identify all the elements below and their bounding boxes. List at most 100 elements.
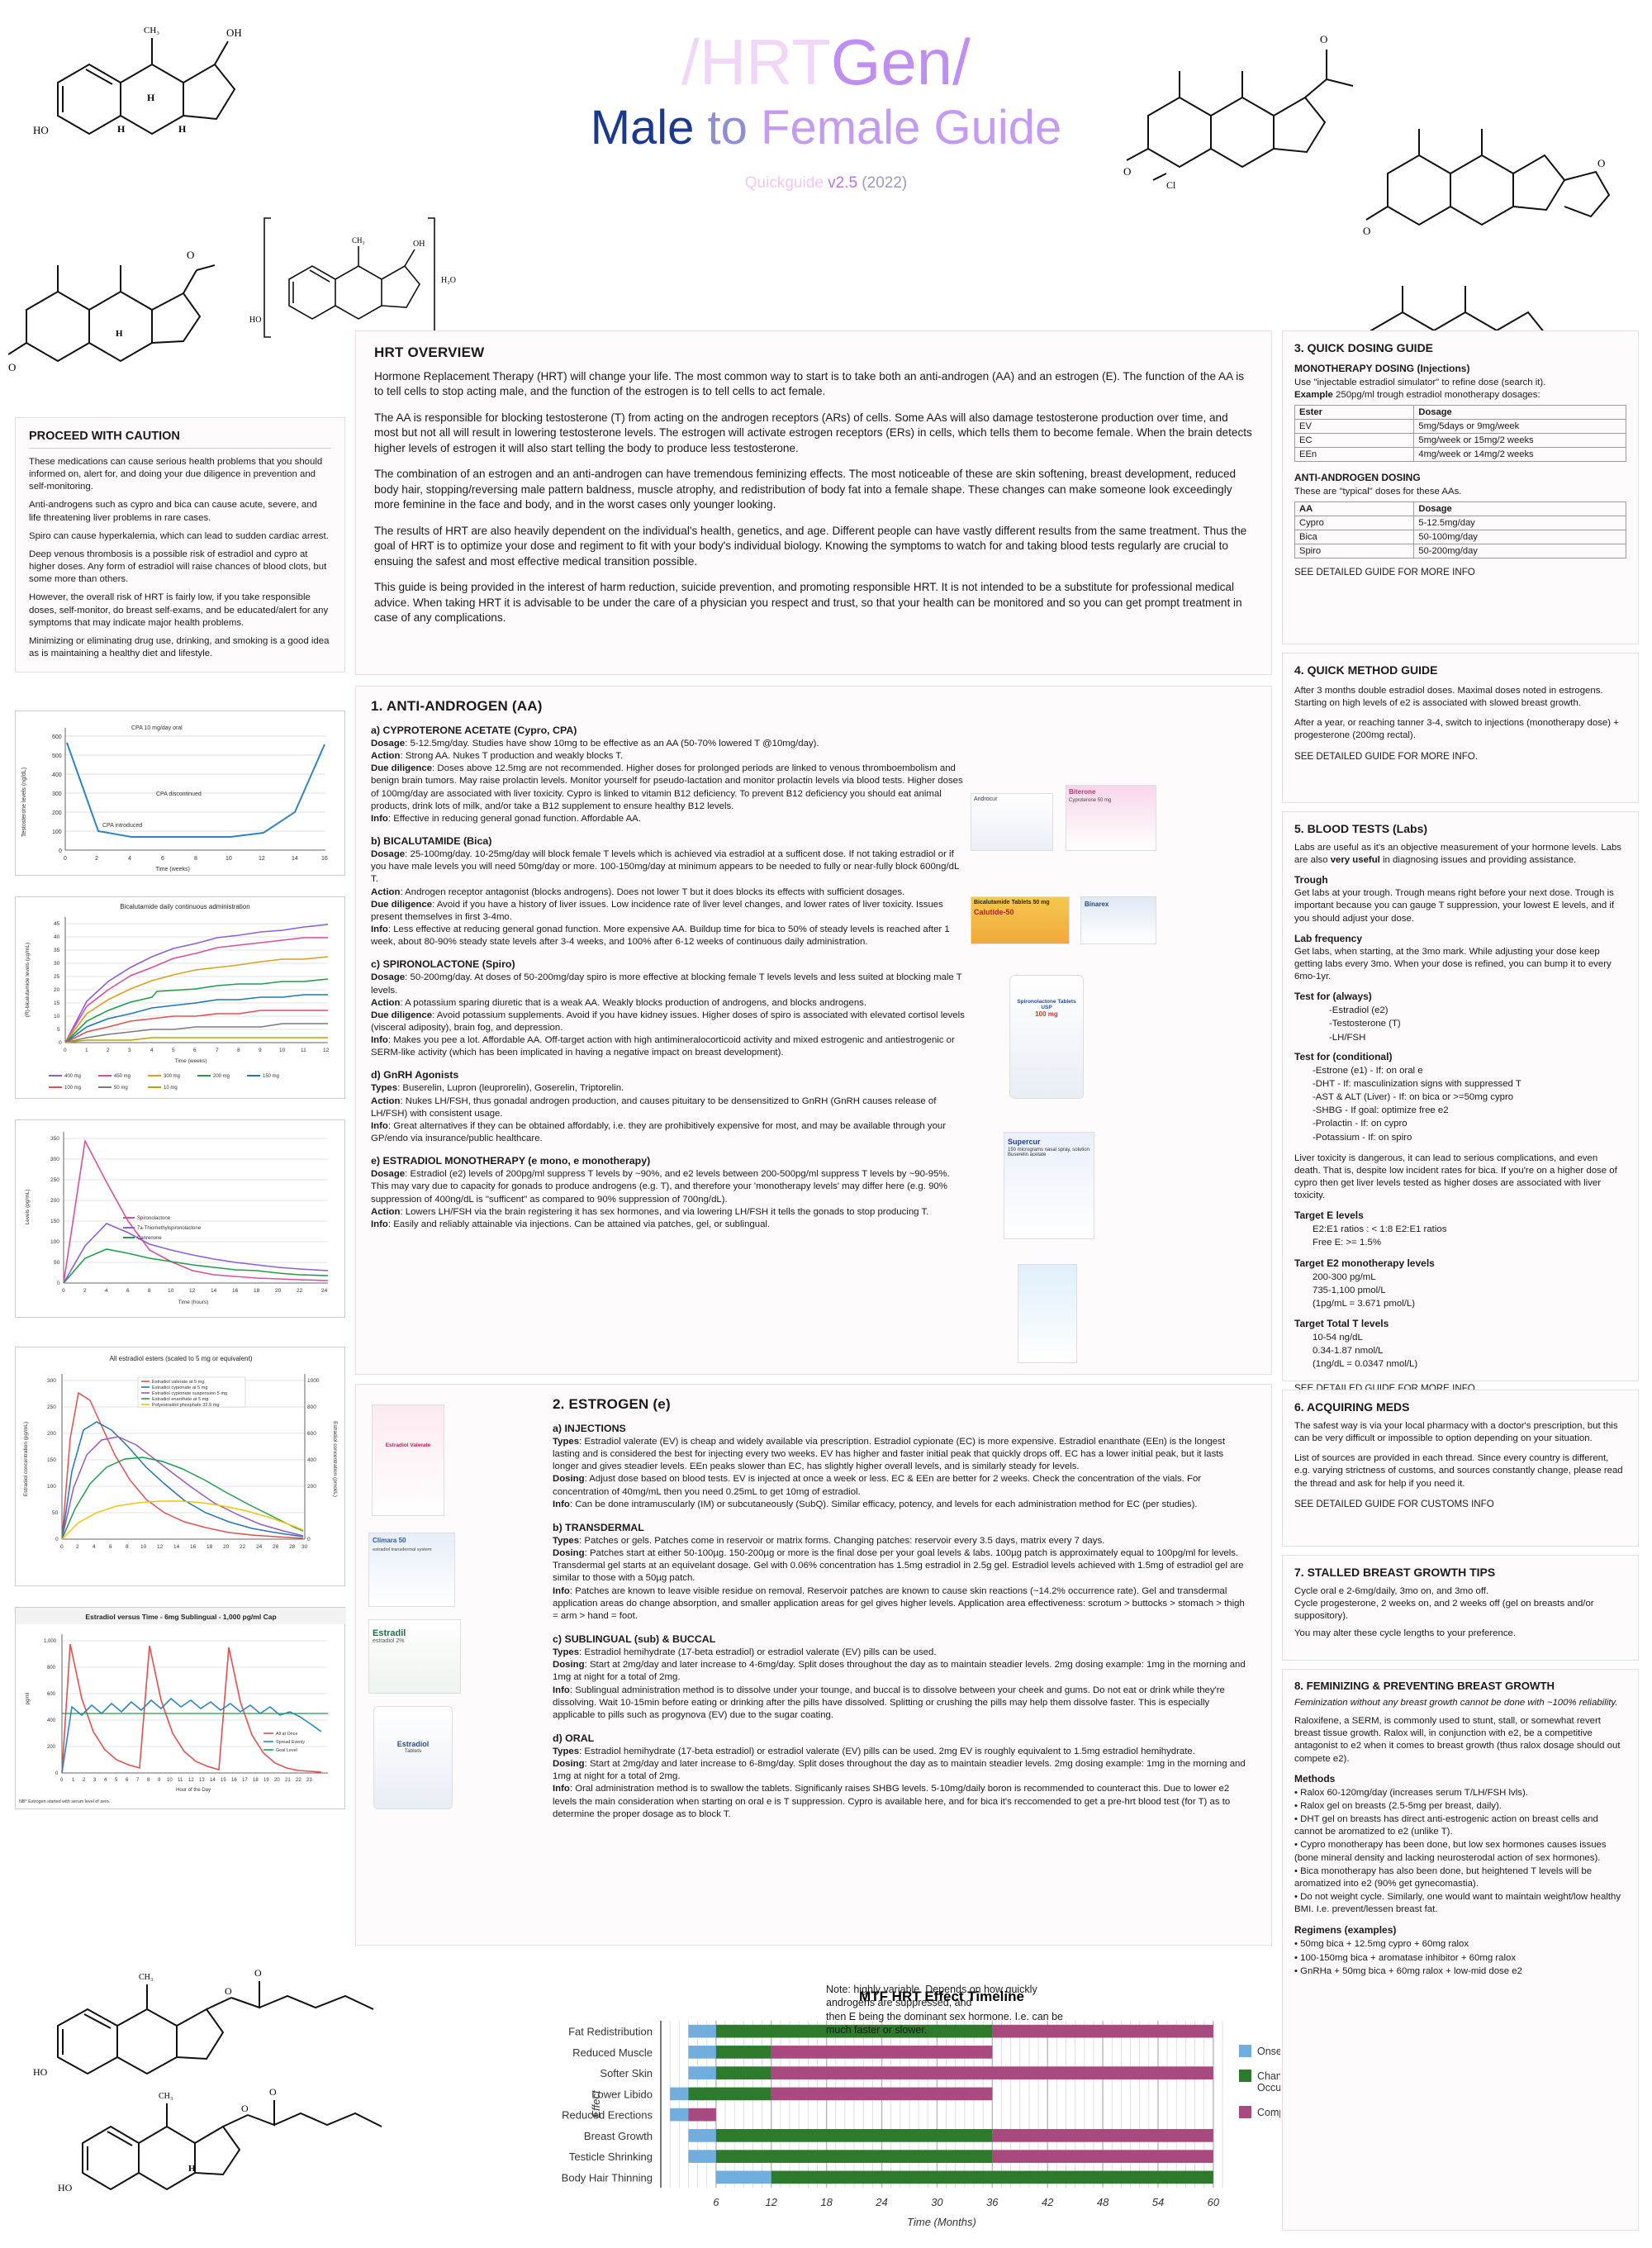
svg-text:HO: HO — [33, 2066, 48, 2078]
svg-text:5: 5 — [172, 1048, 175, 1053]
svg-text:Lower Libido: Lower Libido — [591, 2088, 653, 2100]
svg-text:4: 4 — [150, 1048, 154, 1053]
version-line: Quickguide v2.5 (2022) — [496, 174, 1156, 192]
svg-text:10: 10 — [167, 1778, 173, 1783]
aa-item-cypro-head: a) CYPROTERONE ACETATE (Cypro, CPA) — [371, 725, 577, 736]
svg-text:18: 18 — [253, 1778, 259, 1783]
anti-androgen-panel: 1. ANTI-ANDROGEN (AA) a) CYPROTERONE ACE… — [355, 686, 1272, 1375]
kw: Info — [553, 1784, 570, 1794]
svg-text:600: 600 — [47, 1692, 56, 1697]
svg-text:NB* Estrogen started with seru: NB* Estrogen started with serum level of… — [19, 1799, 110, 1804]
med-image-estradiol-tablets: Estradiol Tablets — [373, 1706, 453, 1809]
overview-p5: This guide is being provided in the inte… — [374, 581, 1242, 625]
cell-dose: 5mg/5days or 9mg/week — [1413, 419, 1626, 435]
svg-text:Time (Months): Time (Months) — [907, 2216, 976, 2228]
svg-text:8: 8 — [237, 1048, 240, 1053]
svg-text:17: 17 — [242, 1778, 248, 1783]
svg-text:8: 8 — [194, 856, 197, 862]
svg-text:200: 200 — [52, 810, 62, 816]
svg-text:24: 24 — [256, 1544, 263, 1550]
s8-title: 8. FEMINIZING & PREVENTING BREAST GROWTH — [1294, 1680, 1555, 1692]
s4-see-more[interactable]: SEE DETAILED GUIDE FOR MORE INFO. — [1294, 750, 1479, 762]
svg-text:Time (weeks): Time (weeks) — [175, 1058, 207, 1064]
svg-text:50 mg: 50 mg — [114, 1086, 128, 1091]
list-item: -Prolactin - If: on cypro — [1313, 1119, 1408, 1129]
s5-target-t-head: Target Total T levels — [1294, 1318, 1389, 1330]
svg-text:Completion Time: Completion Time — [1257, 2107, 1280, 2118]
svg-text:150: 150 — [50, 1219, 59, 1224]
svg-text:35: 35 — [54, 948, 60, 953]
e-td-dosing: Dosing: Patches start at either 50-100µg… — [553, 1547, 1246, 1585]
med-label-androcur: Androcur — [974, 796, 998, 802]
svg-text:0: 0 — [62, 1288, 65, 1294]
aa-emono-dosage: Dosage: Estradiol (e2) levels of 200pg/m… — [371, 1168, 966, 1205]
aa-item-spiro: c) SPIRONOLACTONE (Spiro) Dosage: 50-200… — [371, 958, 966, 1059]
svg-text:450 mg: 450 mg — [114, 1074, 131, 1079]
cell-ester: EC — [1294, 433, 1415, 449]
s6-see-more[interactable]: SEE DETAILED GUIDE FOR CUSTOMS INFO — [1294, 1498, 1494, 1509]
svg-text:CPA discontinued: CPA discontinued — [156, 791, 202, 797]
s3-see-more[interactable]: SEE DETAILED GUIDE FOR MORE INFO — [1294, 567, 1475, 578]
val: : Estradiol hemihydrate (17-beta estradi… — [579, 1647, 937, 1658]
aa-bica-action: Action: Androgen receptor antagonist (bl… — [371, 886, 966, 899]
kw: Action — [371, 886, 401, 897]
kw: Due diligence — [371, 763, 433, 774]
svg-text:Spread Evenly: Spread Evenly — [276, 1740, 305, 1745]
svg-text:54: 54 — [1152, 2196, 1164, 2208]
version-number: v2.5 — [828, 173, 858, 192]
svg-text:O: O — [241, 2103, 249, 2114]
s8-methods-list: • Ralox 60-120mg/day (increases serum T/… — [1294, 1787, 1626, 1917]
svg-text:H: H — [117, 123, 126, 135]
table-row: Spiro 50-200mg/day — [1294, 544, 1626, 559]
svg-text:200 mg: 200 mg — [213, 1074, 230, 1079]
aa-item-bica: b) BICALUTAMIDE (Bica) Dosage: 25-100mg/… — [371, 835, 966, 948]
s4-p1: After 3 months double estradiol doses. M… — [1294, 686, 1603, 709]
svg-text:2: 2 — [107, 1048, 110, 1053]
e-oral-dosing: Dosing: Start at 2mg/day and later incre… — [553, 1758, 1246, 1783]
preventing-growth-panel: 8. FEMINIZING & PREVENTING BREAST GROWTH… — [1282, 1669, 1639, 2231]
s5-freq-head: Lab frequency — [1294, 932, 1363, 944]
caution-line-0: These medications can cause serious heal… — [29, 457, 323, 492]
chart-sublingual: Estradiol versus Time - 6mg Sublingual -… — [15, 1607, 346, 1809]
aa-bica-info: Info: Less effective at reducing general… — [371, 924, 966, 948]
svg-text:0: 0 — [64, 1048, 67, 1053]
med-sub-biterone: Cyproterone 50 mg — [1069, 798, 1112, 803]
svg-text:500: 500 — [52, 753, 62, 759]
e-oral-types: Types: Estradiol hemihydrate (17-beta es… — [553, 1746, 1246, 1758]
svg-text:400: 400 — [307, 1457, 316, 1463]
s5-freq-p: Get labs, when starting, at the 3mo mark… — [1294, 946, 1612, 982]
med-label-calutide-name: Calutide-50 — [974, 908, 1014, 916]
table-row: EV 5mg/5days or 9mg/week — [1294, 419, 1626, 435]
svg-text:Fat Redistribution: Fat Redistribution — [568, 2026, 653, 2038]
svg-text:2: 2 — [95, 856, 98, 862]
svg-text:Changes: Changes — [1257, 2070, 1280, 2082]
cell-aa: Cypro — [1294, 516, 1415, 531]
cell-aa: Bica — [1294, 530, 1415, 545]
page-subtitle: Male to Female Guide — [496, 101, 1156, 156]
val: : 25-100mg/day. 10-25mg/day will block f… — [371, 849, 959, 885]
s3-mono-head: MONOTHERAPY DOSING (Injections) — [1294, 363, 1470, 374]
quick-dosing-panel: 3. QUICK DOSING GUIDE MONOTHERAPY DOSING… — [1282, 330, 1639, 644]
med-image-spironolactone: Spironolactone Tablets USP 100 mg — [1009, 975, 1084, 1099]
svg-text:50: 50 — [52, 1510, 59, 1516]
svg-text:4: 4 — [128, 856, 131, 862]
med-label-estradiol-tab: Estradiol — [396, 1740, 430, 1748]
svg-text:Estradiol concentration (pg/mL: Estradiol concentration (pg/mL) — [23, 1422, 29, 1496]
svg-text:Time (hours): Time (hours) — [178, 1300, 209, 1305]
svg-text:6: 6 — [161, 856, 164, 862]
svg-text:9: 9 — [259, 1048, 262, 1053]
aa-item-gnrh-head: d) GnRH Agonists — [371, 1069, 459, 1081]
svg-text:H₂O: H₂O — [441, 276, 456, 285]
e-item-transdermal: b) TRANSDERMAL Types: Patches or gels. P… — [553, 1522, 1246, 1623]
svg-text:18: 18 — [820, 2196, 833, 2208]
s4-title: 4. QUICK METHOD GUIDE — [1294, 663, 1438, 677]
table-row: EC 5mg/week or 15mg/2 weeks — [1294, 433, 1626, 449]
svg-text:O: O — [254, 1967, 262, 1979]
aa-cypro-duediligence: Due diligence: Doses above 12.5mg are no… — [371, 763, 966, 813]
val: : Estradiol valerate (EV) is cheap and w… — [553, 1437, 1225, 1472]
s5-target-e-list: E2:E1 ratios : < 1:8 E2:E1 ratios Free E… — [1294, 1224, 1626, 1249]
svg-text:12: 12 — [157, 1544, 164, 1550]
svg-text:24: 24 — [875, 2196, 887, 2208]
stalled-growth-panel: 7. STALLED BREAST GROWTH TIPS Cycle oral… — [1282, 1555, 1639, 1661]
s6-p2: List of sources are provided in each thr… — [1294, 1453, 1623, 1489]
